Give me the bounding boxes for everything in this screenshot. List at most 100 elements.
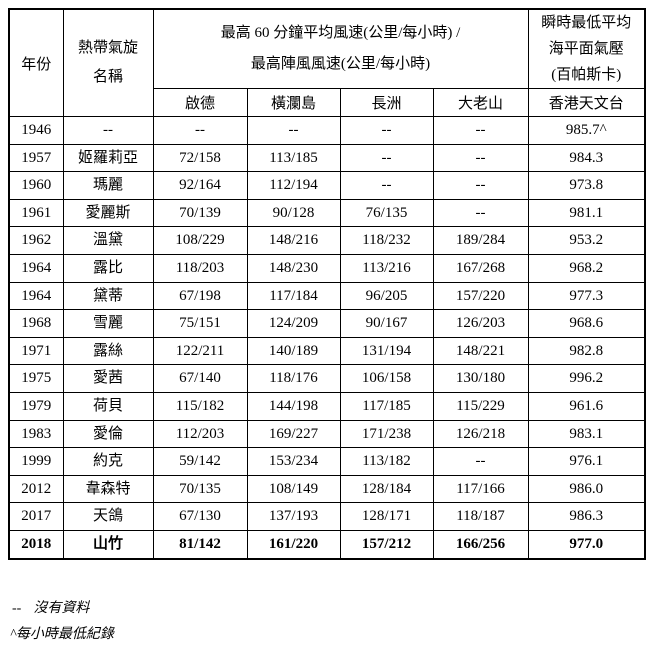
cell-cyclone-name: -- — [62, 116, 154, 145]
cell-cyclone-name: 愛倫 — [62, 419, 154, 449]
table-row: 1983 愛倫 112/203 169/227 171/238 126/218 … — [8, 419, 646, 449]
footnote-hourly-minimum: ^每小時最低紀錄 — [10, 622, 650, 648]
cell-tates-cairn-wind: 126/203 — [432, 309, 529, 338]
cell-cheung-chau-wind: 113/182 — [339, 447, 434, 476]
cell-year: 1968 — [8, 309, 64, 338]
header-station-waglan-island: 橫瀾島 — [246, 88, 341, 117]
cell-hko-pressure: 986.0 — [527, 474, 646, 504]
cell-waglan-island-wind: 113/185 — [246, 143, 341, 173]
cell-hko-pressure: 986.3 — [527, 502, 646, 531]
cell-cheung-chau-wind: 171/238 — [339, 419, 434, 449]
cell-kai-tak-wind: -- — [152, 116, 248, 145]
cell-kai-tak-wind: 115/182 — [152, 391, 248, 421]
header-max-wind-speed: 最高 60 分鐘平均風速(公里/每小時) / 最高陣風風速(公里/每小時) — [152, 8, 529, 89]
cell-kai-tak-wind: 92/164 — [152, 171, 248, 200]
cell-waglan-island-wind: 140/189 — [246, 336, 341, 366]
header-min-pressure-line1: 瞬時最低平均 — [541, 15, 632, 31]
cell-waglan-island-wind: 90/128 — [246, 198, 341, 228]
table-header: 年份 熱帶氣旋 名稱 最高 60 分鐘平均風速(公里/每小時) / 最高陣風風速… — [8, 8, 646, 117]
cell-tates-cairn-wind: 148/221 — [432, 336, 529, 366]
cell-hko-pressure: 961.6 — [527, 391, 646, 421]
cell-waglan-island-wind: 161/220 — [246, 529, 341, 560]
cell-tates-cairn-wind: 117/166 — [432, 474, 529, 504]
cell-waglan-island-wind: 144/198 — [246, 391, 341, 421]
cell-hko-pressure: 976.1 — [527, 447, 646, 476]
cell-kai-tak-wind: 112/203 — [152, 419, 248, 449]
table-row: 1964 黛蒂 67/198 117/184 96/205 157/220 97… — [8, 281, 646, 311]
cell-year: 1983 — [8, 419, 64, 449]
cell-tates-cairn-wind: -- — [432, 143, 529, 173]
cell-waglan-island-wind: 118/176 — [246, 364, 341, 393]
cell-kai-tak-wind: 67/140 — [152, 364, 248, 393]
cell-cyclone-name: 愛茜 — [62, 364, 154, 393]
cell-year: 1961 — [8, 198, 64, 228]
cell-cheung-chau-wind: 106/158 — [339, 364, 434, 393]
cell-cheung-chau-wind: 157/212 — [339, 529, 434, 560]
cell-hko-pressure: 968.2 — [527, 253, 646, 283]
cell-cheung-chau-wind: -- — [339, 171, 434, 200]
cell-cyclone-name: 溫黛 — [62, 226, 154, 255]
cell-waglan-island-wind: 148/216 — [246, 226, 341, 255]
cell-kai-tak-wind: 108/229 — [152, 226, 248, 255]
cell-kai-tak-wind: 59/142 — [152, 447, 248, 476]
table-row: 1957 姬羅莉亞 72/158 113/185 -- -- 984.3 — [8, 143, 646, 173]
cell-kai-tak-wind: 70/135 — [152, 474, 248, 504]
cell-tates-cairn-wind: -- — [432, 116, 529, 145]
footnotes: -- 沒有資料 ^每小時最低紀錄 — [10, 596, 650, 648]
table-row: 1979 荷貝 115/182 144/198 117/185 115/229 … — [8, 391, 646, 421]
footnote-hourly-minimum-text: 每小時最低紀錄 — [15, 626, 114, 642]
table-row: 1968 雪麗 75/151 124/209 90/167 126/203 96… — [8, 309, 646, 338]
header-min-pressure-line2: 海平面氣壓 — [548, 41, 624, 57]
cell-tates-cairn-wind: 118/187 — [432, 502, 529, 531]
header-row-main: 年份 熱帶氣旋 名稱 最高 60 分鐘平均風速(公里/每小時) / 最高陣風風速… — [8, 8, 646, 117]
cell-year: 1999 — [8, 447, 64, 476]
cell-waglan-island-wind: 108/149 — [246, 474, 341, 504]
cell-hko-pressure: 977.0 — [527, 529, 646, 560]
cell-cyclone-name: 雪麗 — [62, 309, 154, 338]
cell-cheung-chau-wind: 128/184 — [339, 474, 434, 504]
header-min-pressure-line3: (百帕斯卡) — [551, 67, 622, 83]
cell-tates-cairn-wind: -- — [432, 171, 529, 200]
header-max-wind-speed-line1: 最高 60 分鐘平均風速(公里/每小時) / — [220, 25, 461, 41]
table-row: 1964 露比 118/203 148/230 113/216 167/268 … — [8, 253, 646, 283]
cell-cheung-chau-wind: 76/135 — [339, 198, 434, 228]
cell-kai-tak-wind: 67/198 — [152, 281, 248, 311]
cell-cheung-chau-wind: 113/216 — [339, 253, 434, 283]
cell-cyclone-name: 露絲 — [62, 336, 154, 366]
cell-year: 1964 — [8, 281, 64, 311]
cell-kai-tak-wind: 122/211 — [152, 336, 248, 366]
table-row: 1999 約克 59/142 153/234 113/182 -- 976.1 — [8, 447, 646, 476]
table-row: 2018 山竹 81/142 161/220 157/212 166/256 9… — [8, 529, 646, 560]
table-row: 1960 瑪麗 92/164 112/194 -- -- 973.8 — [8, 171, 646, 200]
cell-cyclone-name: 荷貝 — [62, 391, 154, 421]
header-cyclone-name-line1: 熱帶氣旋 — [77, 40, 138, 56]
footnote-hourly-minimum-marker: ^ — [10, 626, 16, 642]
cell-hko-pressure: 968.6 — [527, 309, 646, 338]
tropical-cyclone-table: 年份 熱帶氣旋 名稱 最高 60 分鐘平均風速(公里/每小時) / 最高陣風風速… — [8, 8, 647, 560]
cell-kai-tak-wind: 70/139 — [152, 198, 248, 228]
cell-year: 2018 — [8, 529, 64, 560]
cell-waglan-island-wind: 124/209 — [246, 309, 341, 338]
cell-waglan-island-wind: -- — [246, 116, 341, 145]
cell-kai-tak-wind: 75/151 — [152, 309, 248, 338]
cell-hko-pressure: 981.1 — [527, 198, 646, 228]
header-station-hk-observatory: 香港天文台 — [527, 88, 646, 117]
table-row: 2017 天鴿 67/130 137/193 128/171 118/187 9… — [8, 502, 646, 531]
table-row: 1971 露絲 122/211 140/189 131/194 148/221 … — [8, 336, 646, 366]
cell-cyclone-name: 天鴿 — [62, 502, 154, 531]
header-station-tates-cairn: 大老山 — [432, 88, 529, 117]
cell-cheung-chau-wind: 96/205 — [339, 281, 434, 311]
cell-cheung-chau-wind: 90/167 — [339, 309, 434, 338]
table-body: 1946 -- -- -- -- -- 985.7^ 1957 姬羅莉亞 72/… — [8, 116, 646, 560]
table-row: 1946 -- -- -- -- -- 985.7^ — [8, 116, 646, 145]
table-row: 1975 愛茜 67/140 118/176 106/158 130/180 9… — [8, 364, 646, 393]
cell-waglan-island-wind: 169/227 — [246, 419, 341, 449]
header-min-pressure: 瞬時最低平均 海平面氣壓 (百帕斯卡) — [527, 8, 646, 89]
table-row: 2012 韋森特 70/135 108/149 128/184 117/166 … — [8, 474, 646, 504]
footnote-no-data: -- 沒有資料 — [12, 596, 650, 622]
cell-hko-pressure: 953.2 — [527, 226, 646, 255]
cell-tates-cairn-wind: 157/220 — [432, 281, 529, 311]
header-station-cheung-chau: 長洲 — [339, 88, 434, 117]
cell-hko-pressure: 985.7^ — [527, 116, 646, 145]
